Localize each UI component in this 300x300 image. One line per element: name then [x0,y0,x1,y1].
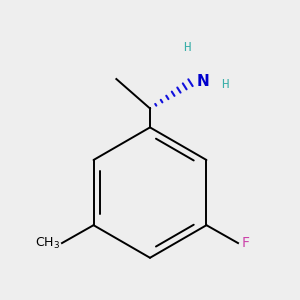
Text: F: F [241,236,249,250]
Text: N: N [196,74,209,88]
Text: CH$_3$: CH$_3$ [35,236,60,250]
Text: H: H [183,41,190,54]
Text: H: H [221,78,229,91]
